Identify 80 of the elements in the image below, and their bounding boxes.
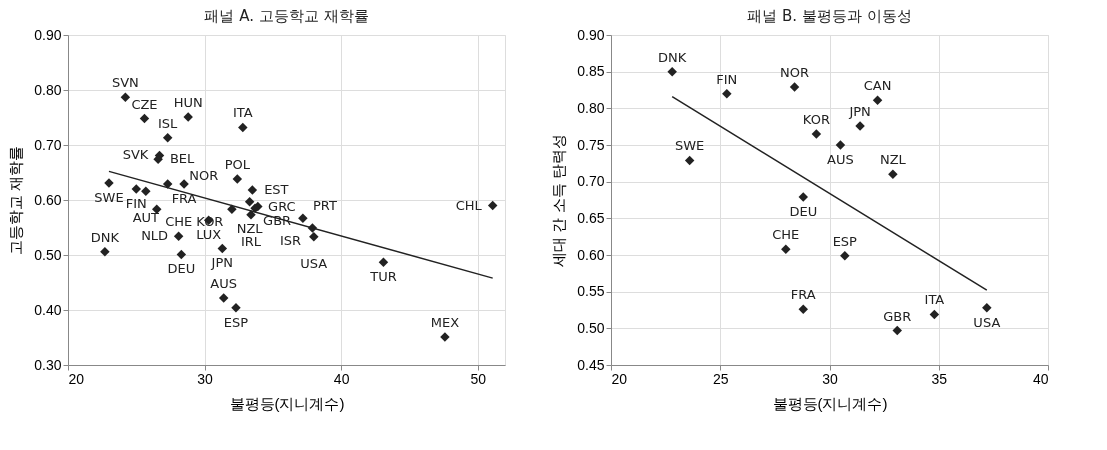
data-label: SVK [122, 147, 149, 163]
x-tick-label: 20 [611, 370, 628, 387]
data-label: FIN [125, 196, 147, 211]
data-label: ISL [158, 115, 179, 131]
data-label: NZL [879, 152, 907, 168]
data-label: PRT [312, 198, 337, 214]
data-label: JPN [848, 103, 871, 119]
data-label: DEU [167, 261, 196, 277]
x-tick-label: 30 [822, 370, 838, 387]
x-axis-title: 불평등(지니계수) [229, 394, 345, 412]
data-label: GBR [263, 213, 292, 229]
y-tick-label: 0.60 [34, 191, 62, 208]
x-tick-label: 25 [712, 370, 729, 387]
data-label: AUS [210, 275, 238, 291]
data-label: NLD [141, 228, 169, 244]
data-label: JPN [210, 255, 234, 271]
data-label: CHE [165, 214, 193, 230]
data-label: NOR [780, 65, 810, 81]
data-label: AUT [132, 210, 160, 226]
x-tick-label: 30 [197, 370, 214, 387]
y-axis-title: 세대 간 소득 탄력성 [550, 134, 568, 267]
chart-title: 패널 A. 고등학교 재학률 [204, 7, 369, 25]
y-tick-label: 0.50 [577, 319, 605, 336]
data-label: ISR [279, 233, 302, 249]
data-label: USA [973, 314, 1001, 330]
data-label: SVN [111, 75, 139, 91]
data-label: FIN [716, 71, 738, 87]
data-label: DEU [789, 204, 818, 220]
y-tick-label: 0.90 [577, 26, 605, 43]
data-label: USA [300, 255, 328, 271]
x-tick-label: 40 [333, 370, 350, 387]
y-axis-title: 고등학교 재학률 [7, 145, 25, 256]
data-label: FRA [790, 287, 816, 303]
y-tick-label: 0.60 [577, 246, 605, 263]
x-tick-label: 50 [470, 370, 487, 387]
data-label: CHL [455, 197, 483, 213]
data-label: SWE [675, 138, 705, 154]
y-tick-label: 0.65 [577, 209, 605, 226]
data-label: KOR [802, 112, 830, 127]
data-label: FRA [171, 191, 197, 207]
data-label: DNK [658, 49, 687, 65]
y-tick-label: 0.40 [34, 301, 62, 318]
data-label: NZL [236, 220, 264, 236]
y-tick-label: 0.30 [34, 356, 62, 373]
data-label: AUS [827, 152, 854, 167]
y-tick-label: 0.70 [34, 136, 62, 153]
data-label: LUX [196, 227, 222, 243]
x-tick-label: 20 [68, 370, 85, 387]
y-tick-label: 0.80 [577, 99, 605, 116]
data-label: ITA [232, 105, 253, 121]
y-tick-label: 0.90 [34, 26, 62, 43]
data-label: NOR [189, 168, 219, 184]
y-tick-label: 0.45 [577, 356, 605, 373]
data-label: EST [264, 182, 289, 198]
data-label: HUN [173, 94, 203, 110]
data-label: DNK [90, 229, 120, 245]
y-tick-label: 0.80 [34, 81, 62, 98]
y-tick-label: 0.50 [34, 246, 62, 263]
data-label: ITA [924, 292, 945, 308]
x-tick-label: 40 [1032, 370, 1049, 387]
data-label: ESP [223, 314, 249, 330]
data-label: POL [224, 157, 251, 173]
data-label: CAN [863, 78, 892, 94]
x-axis-title: 불평등(지니계수) [772, 394, 888, 412]
data-label: GRC [268, 198, 296, 214]
y-tick-label: 0.75 [577, 136, 605, 153]
chart-title: 패널 B. 불평등과 이동성 [747, 7, 912, 25]
x-tick-label: 35 [931, 370, 948, 387]
data-label: CZE [131, 96, 158, 112]
data-label: CHE [772, 227, 800, 243]
y-tick-label: 0.55 [577, 283, 605, 300]
data-label: ESP [832, 233, 858, 249]
data-label: MEX [430, 314, 460, 330]
data-label: SWE [94, 189, 124, 205]
data-label: IRL [240, 233, 262, 249]
y-tick-label: 0.85 [577, 63, 605, 80]
data-label: GBR [883, 308, 912, 324]
y-tick-label: 0.70 [577, 173, 605, 190]
data-label: BEL [169, 151, 196, 167]
data-label: TUR [369, 269, 397, 285]
